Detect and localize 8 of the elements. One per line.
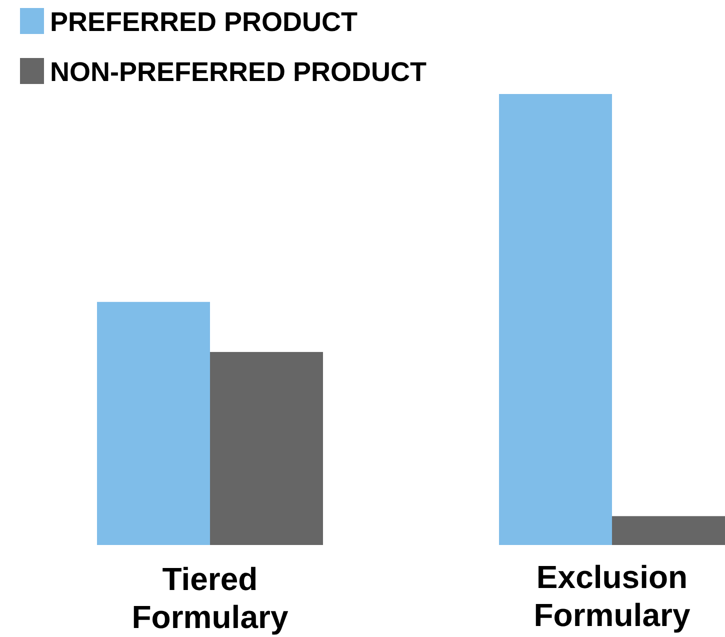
bar	[210, 352, 323, 545]
bar	[499, 94, 612, 545]
x-tick-label: Tiered Formulary	[132, 561, 288, 635]
legend-label: NON-PREFERRED PRODUCT	[50, 57, 428, 87]
bar	[97, 302, 210, 545]
x-tick-label: Exclusion Formulary	[534, 559, 690, 633]
bar	[612, 516, 725, 545]
legend-label: PREFERRED PRODUCT	[50, 7, 358, 37]
